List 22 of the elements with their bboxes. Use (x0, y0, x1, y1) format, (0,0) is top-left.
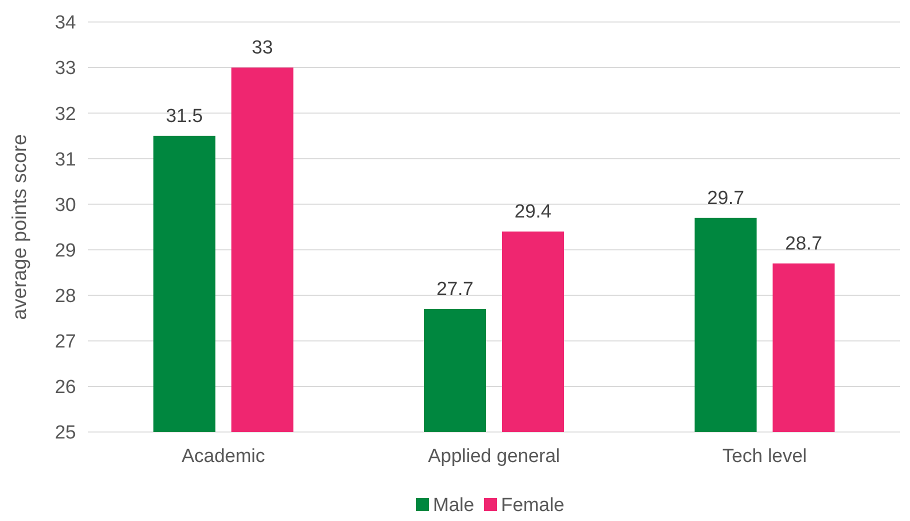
x-tick-label: Academic (182, 446, 266, 467)
x-tick-label: Applied general (428, 446, 560, 467)
y-tick-label: 34 (54, 12, 76, 34)
data-label: 28.7 (785, 233, 822, 254)
data-label: 31.5 (166, 106, 203, 127)
y-tick-label: 29 (54, 240, 76, 262)
y-tick-label: 28 (54, 286, 76, 307)
y-tick-label: 31 (54, 149, 76, 170)
data-label: 29.7 (707, 188, 744, 209)
data-label: 33 (252, 38, 273, 59)
legend-label: Male (433, 495, 474, 516)
y-tick-label: 32 (54, 104, 76, 125)
y-tick-label: 27 (54, 332, 76, 353)
y-tick-label: 25 (54, 422, 76, 444)
data-label: 27.7 (436, 279, 474, 300)
data-label: 29.4 (514, 202, 552, 223)
x-tick-label: Tech level (722, 446, 807, 467)
y-tick-label: 33 (54, 58, 76, 80)
y-tick-label: 30 (54, 194, 76, 216)
y-tick-label: 26 (54, 377, 76, 398)
legend-label: Female (501, 495, 564, 516)
y-axis-title: average points score (9, 134, 31, 320)
